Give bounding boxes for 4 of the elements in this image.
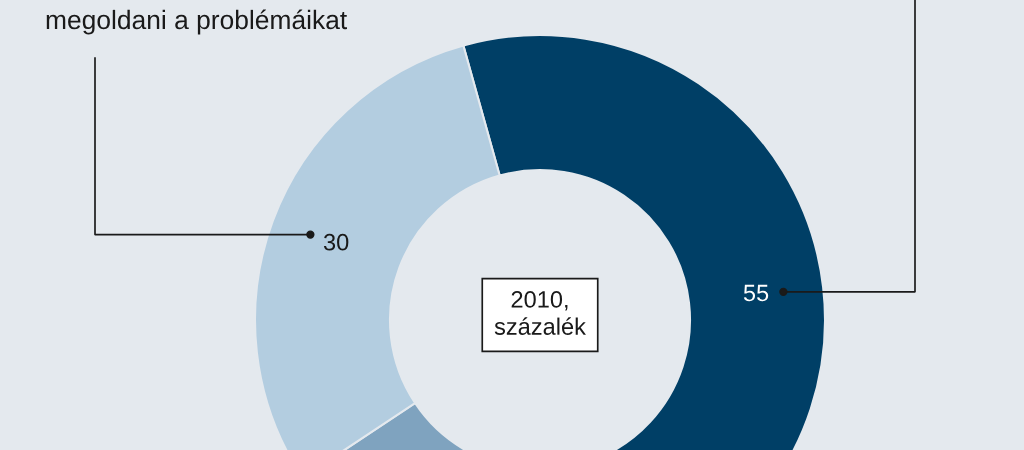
data-label: 30 (323, 233, 349, 251)
data-label: 55 (743, 284, 769, 302)
slice-label: megoldani a problémáikat (46, 9, 347, 35)
text: 2010, százalék (494, 291, 586, 335)
